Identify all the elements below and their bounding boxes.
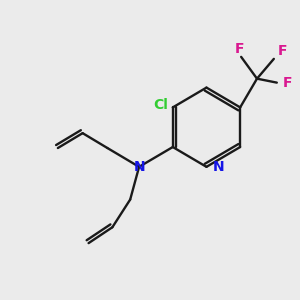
Text: F: F bbox=[278, 44, 287, 58]
Text: N: N bbox=[133, 160, 145, 174]
Text: Cl: Cl bbox=[153, 98, 168, 112]
Text: F: F bbox=[283, 76, 292, 90]
Text: N: N bbox=[212, 160, 224, 174]
Text: F: F bbox=[234, 42, 244, 56]
